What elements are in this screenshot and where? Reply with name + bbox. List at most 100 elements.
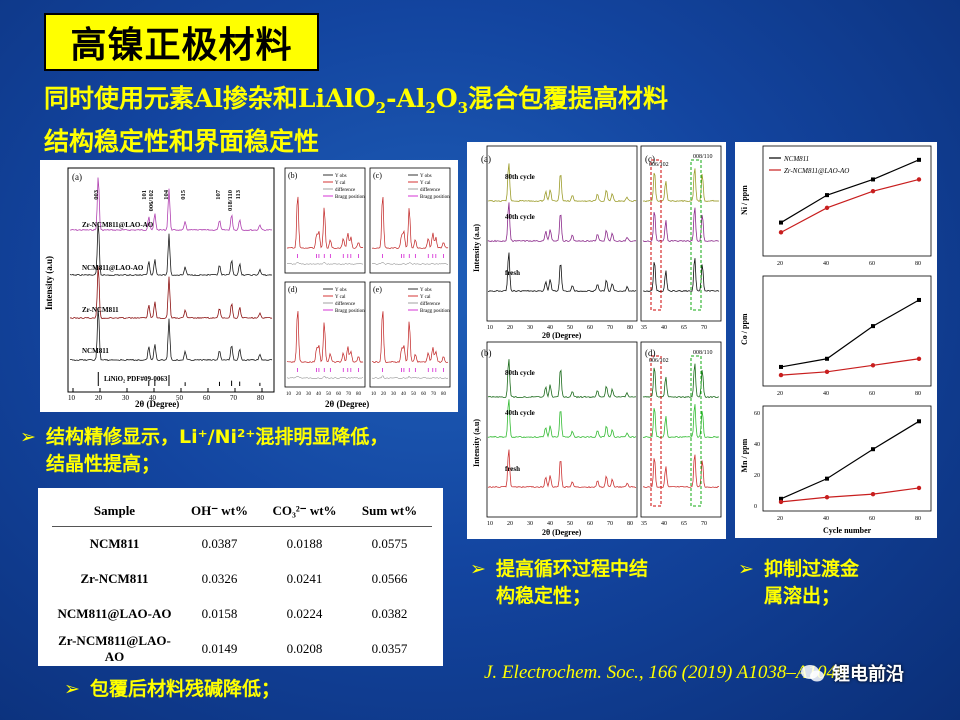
cycle-trace (487, 359, 637, 399)
diss-xtick-label: 20 (777, 261, 783, 267)
bullet-residual-alkali: ➢ 包覆后材料残碱降低； (64, 676, 280, 703)
xrd-a-sample-label: NCM811 (82, 347, 109, 355)
diss-xtick-label: 20 (777, 391, 783, 397)
xrd-a-sample-label: Zr-NCM811@LAO-AO (82, 221, 154, 229)
diss-chart-xlabel: Cycle number (823, 526, 872, 535)
diss-xtick-label: 40 (823, 391, 829, 397)
cycle-tick-label: 20 (507, 325, 513, 331)
xrd-subplot-tick-label: 20 (381, 392, 387, 397)
diss-point (778, 372, 784, 378)
diss-point (917, 419, 921, 424)
diss-point (824, 495, 830, 500)
diss-chart-ylabel: Ni / ppm (740, 185, 749, 215)
xrd-subplot-legend-label: Y cal (420, 181, 431, 186)
bullet-arrow-icon: ➢ (20, 426, 36, 448)
xrd-subplot-legend-label: Bragg position (420, 309, 450, 314)
diss-point (825, 356, 829, 361)
cycle-xrd-top: 80th cycle 40th cycle fresh 006/102 008/110 1… (486, 145, 722, 331)
xrd-subplot-tick-label: 20 (296, 392, 302, 397)
cycle-zoom-trace (643, 258, 720, 292)
xrd-a-trace (69, 307, 273, 362)
diss-series-line (780, 159, 920, 224)
xrd-subplot-legend-label: Y obs (420, 288, 432, 293)
cycle-zoom-tick-label: 35 (641, 521, 647, 527)
bullet-cycle-stability: ➢ 提高循环过程中结 构稳定性； (470, 558, 649, 607)
diss-point (825, 476, 829, 481)
xrd-subplot-label: (d) (288, 285, 298, 294)
diss-point (825, 193, 829, 198)
cycle-zoom-tick-label: 65 (681, 325, 687, 331)
slide-title: 高镍正极材料 (44, 13, 319, 71)
cycle-zoom-label: 008/110 (693, 350, 712, 356)
xrd-subplot-tick-label: 40 (401, 392, 407, 397)
cycle-zoom-label: 008/110 (693, 154, 712, 160)
xrd-subplot-tick-label: 80 (441, 392, 447, 397)
diss-series-line (780, 358, 920, 376)
diss-chart-ylabel: Mn / ppm (740, 438, 749, 472)
xrd-a-trace (69, 266, 273, 320)
cycle-tick-label: 30 (527, 325, 533, 331)
cycle-zoom-highlight (650, 159, 662, 311)
cycle-xrd-figure: 80th cycle 40th cycle fresh 006/102 008/110 1… (467, 142, 726, 539)
xrd-a-peak-label: 101 (141, 190, 148, 200)
residual-alkali-table: Sample OH⁻ wt% CO₃²⁻ wt% Sum wt% NCM811 0… (52, 496, 432, 666)
diss-chart-frame (762, 405, 932, 512)
diss-series-line (780, 487, 920, 503)
diss-series-line (780, 299, 920, 368)
diss-point (824, 205, 830, 211)
xrd-a-peak-label: 104 (163, 189, 170, 200)
cycle-tick-label: 30 (527, 521, 533, 527)
cycle-tick-label: 40 (547, 521, 553, 527)
xrd-subplot-diff (371, 375, 449, 379)
diss-series-line (780, 178, 920, 233)
xrd-subplot-diff (372, 262, 449, 265)
xrd-subplot-tick-label: 30 (391, 392, 397, 397)
cycle-curve-label: fresh (505, 269, 520, 277)
bullet-refinement: ➢ 结构精修显示，Li⁺/Ni²⁺混排明显降低， 结晶性提高； (20, 426, 389, 475)
xrd-subplot-tick-label: 50 (326, 392, 332, 397)
diss-chart-ylabel: Co / ppm (740, 313, 749, 345)
cycle-zoom-trace (642, 207, 720, 243)
xrd-subplot-tick-label: 70 (431, 392, 437, 397)
xrd-subplot-tick-label: 10 (371, 392, 377, 397)
bullet-arrow-icon: ➢ (64, 678, 80, 700)
diss-xtick-label: 60 (869, 261, 875, 267)
diss-legend-label: NCM811 (783, 155, 809, 163)
cycle-curve-label: fresh (505, 465, 520, 473)
cycle-curve-label: 40th cycle (505, 213, 535, 221)
cycle-zoom-tick-label: 40 (661, 325, 667, 331)
diss-series-line (780, 420, 920, 500)
xrd-subplot-diff (287, 376, 363, 379)
cycle-zoom-label: 006/102 (649, 162, 669, 168)
xrd-subplot-legend-label: difference (420, 188, 441, 193)
xrd-subplot-legend-label: difference (335, 188, 356, 193)
xrd-a-trace (69, 177, 273, 232)
cycle-zoom-highlight (690, 159, 702, 311)
xrd-subplot-legend-label: Bragg position (335, 309, 365, 314)
xrd-a-sample-label: LiNiO₂ PDF#09-0063 (104, 375, 168, 383)
xrd-subplot-tick-label: 80 (356, 392, 362, 397)
xrd-a-tick-label: 70 (230, 394, 238, 402)
cycle-zoom-label: 006/102 (649, 358, 669, 364)
xrd-subplot-legend-label: Bragg position (335, 195, 365, 200)
cycle-trace (487, 252, 637, 293)
diss-ytick-label: 20 (754, 473, 760, 479)
xrd-a-sample-label: NCM811@LAO-AO (82, 264, 144, 272)
diss-point (916, 177, 922, 182)
cycle-trace (487, 163, 637, 203)
wechat-icon (801, 665, 824, 682)
cycle-tick-label: 70 (607, 521, 613, 527)
bullet-arrow-icon: ➢ (738, 558, 754, 580)
diss-point (779, 496, 783, 501)
cycle-tick-label: 20 (507, 521, 513, 527)
cycle-curve-label: 80th cycle (505, 369, 535, 377)
xrd-a-peak-label: 015 (180, 189, 187, 200)
cycle-tick-label: 50 (567, 521, 573, 527)
xrd-subplot-legend-label: difference (335, 302, 356, 307)
xrd-a-frame (67, 167, 275, 393)
xrd-subplot-label: (b) (288, 171, 298, 180)
xrd-a-tick-label: 50 (176, 394, 184, 402)
table-row: Zr-NCM811@LAO-AO 0.0149 0.0208 0.0357 (58, 632, 408, 664)
xrd-subplot-legend-label: Y obs (335, 174, 347, 179)
cycle-trace (487, 202, 637, 243)
